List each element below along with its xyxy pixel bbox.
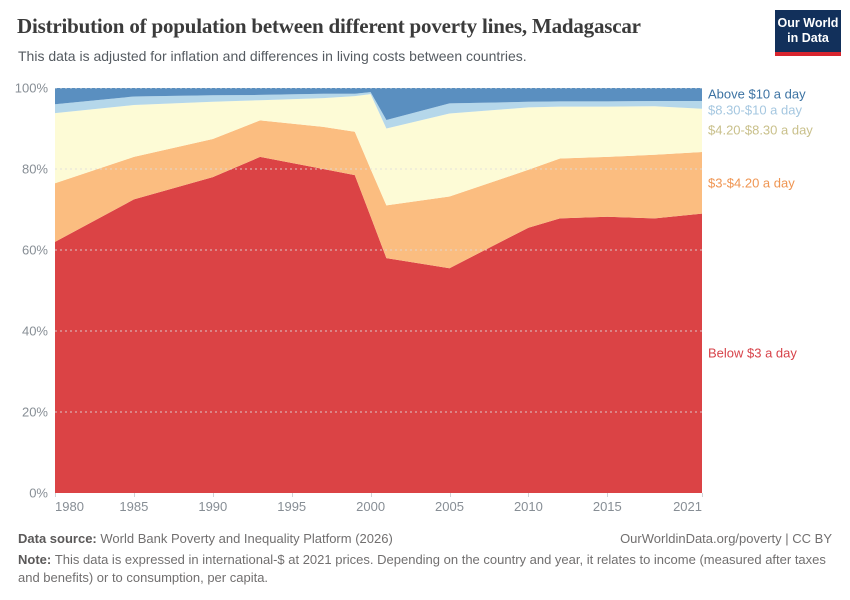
x-tick-mark-2005 [449,493,451,497]
y-axis-label-80%: 80% [21,161,48,177]
y-axis-label-20%: 20% [21,404,48,420]
x-tick-mark-2010 [528,493,530,497]
x-tick-mark-2021 [702,493,703,497]
legend-label-above-10[interactable]: Above $10 a day [708,86,806,102]
legend-label-4.20-8.30[interactable]: $4.20-$8.30 a day [708,122,813,138]
x-tick-mark-1985 [133,493,135,497]
x-axis-label-2021: 2021 [673,499,702,514]
note-text: This data is expressed in international-… [18,552,826,585]
x-tick-mark-1990 [212,493,214,497]
data-source-line: Data source: World Bank Poverty and Ineq… [18,530,393,548]
x-axis-label-2015: 2015 [592,499,622,514]
owid-logo-line1: Our World [777,16,839,30]
x-tick-mark-2000 [370,493,372,497]
data-source-label: Data source: [18,531,97,546]
owid-logo-line2: in Data [787,31,829,45]
area-4.20-8.30[interactable] [55,94,702,206]
x-axis-label-2010: 2010 [513,499,543,514]
data-source-text: World Bank Poverty and Inequality Platfo… [100,531,393,546]
legend-label-3-4.20[interactable]: $3-$4.20 a day [708,175,795,191]
page-title: Distribution of population between diffe… [17,14,641,38]
x-tick-mark-2015 [607,493,609,497]
x-axis-label-1990: 1990 [198,499,228,514]
legend-label-8.30-10[interactable]: $8.30-$10 a day [708,102,802,118]
note-label: Note: [18,552,52,567]
x-tick-mark-1995 [291,493,293,497]
x-axis-label-2005: 2005 [435,499,464,514]
note-line: Note: This data is expressed in internat… [18,551,832,587]
area-below-3[interactable] [55,156,702,493]
legend-label-below-3[interactable]: Below $3 a day [708,345,797,361]
x-tick-mark-1980 [55,493,56,497]
x-axis-label-1980: 1980 [55,499,84,514]
x-axis-label-1995: 1995 [277,499,307,514]
y-axis-label-0%: 0% [29,485,48,501]
chart-subtitle: This data is adjusted for inflation and … [18,48,527,64]
y-axis-label-40%: 40% [21,323,48,339]
owid-logo[interactable]: Our World in Data [775,10,841,56]
area-above-10[interactable] [55,88,702,120]
license-link[interactable]: OurWorldinData.org/poverty | CC BY [620,531,832,546]
chart-footer: Data source: World Bank Poverty and Ineq… [18,530,832,587]
area-3-4.20[interactable] [55,120,702,269]
x-axis-label-2000: 2000 [356,499,386,514]
plot-area [55,88,702,493]
area-8.30-10[interactable] [55,92,702,129]
y-axis-label-60%: 60% [21,242,48,258]
y-axis-label-100%: 100% [14,80,48,96]
x-axis-label-1985: 1985 [119,499,149,514]
